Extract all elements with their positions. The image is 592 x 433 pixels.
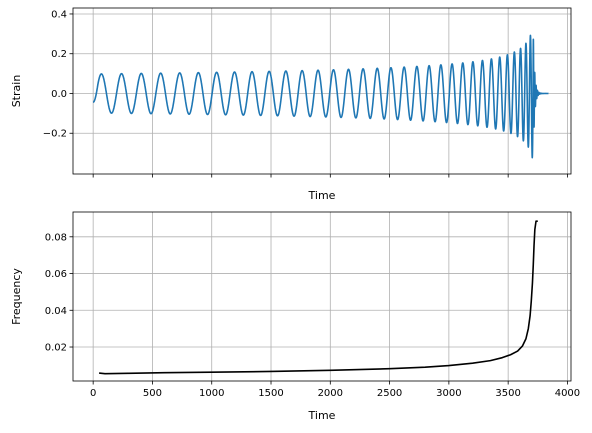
frequency-y-tick-label: 0.06 (45, 269, 67, 280)
strain-panel: −0.2 0.0 0.2 0.4 Time Strain (10, 7, 572, 202)
frequency-x-tick-label: 500 (143, 388, 162, 399)
frequency-x-tick-label: 2000 (318, 388, 343, 399)
frequency-y-tick-label: 0.02 (45, 343, 67, 354)
frequency-series-line (99, 220, 538, 375)
strain-y-axis-label: Strain (10, 75, 23, 108)
frequency-x-tick-label: 3000 (436, 388, 461, 399)
strain-y-tick-label: 0.2 (51, 49, 67, 60)
strain-plot-frame (72, 7, 572, 175)
frequency-x-tick-label: 4000 (555, 388, 580, 399)
frequency-y-axis: 0.02 0.04 0.06 0.08 (45, 232, 73, 354)
strain-series-group (92, 34, 550, 159)
frequency-panel: 0.02 0.04 0.06 0.08 0 500 1000 1500 2000 2500 300… (10, 211, 580, 422)
frequency-x-tick-label: 2500 (377, 388, 402, 399)
strain-y-axis: −0.2 0.0 0.2 0.4 (43, 9, 73, 140)
frequency-x-tick-label: 0 (90, 388, 96, 399)
frequency-y-axis-label: Frequency (10, 268, 23, 325)
frequency-x-axis: 0 500 1000 1500 2000 2500 3000 3500 4000 (90, 381, 580, 399)
frequency-x-axis-label: Time (308, 409, 336, 422)
frequency-grid (73, 212, 571, 381)
frequency-series-group (99, 220, 538, 375)
strain-series-line (92, 34, 550, 159)
strain-y-tick-label: 0.0 (51, 89, 67, 100)
frequency-y-tick-label: 0.04 (45, 306, 67, 317)
frequency-x-tick-label: 1500 (258, 388, 283, 399)
frequency-y-tick-label: 0.08 (45, 232, 67, 243)
strain-y-tick-label: 0.4 (51, 9, 67, 20)
frequency-plot-frame (72, 211, 572, 382)
frequency-x-tick-label: 1000 (199, 388, 224, 399)
frequency-x-tick-label: 3500 (495, 388, 520, 399)
strain-x-axis-label: Time (308, 189, 336, 202)
strain-x-axis (92, 174, 568, 178)
strain-y-tick-label: −0.2 (43, 129, 67, 140)
